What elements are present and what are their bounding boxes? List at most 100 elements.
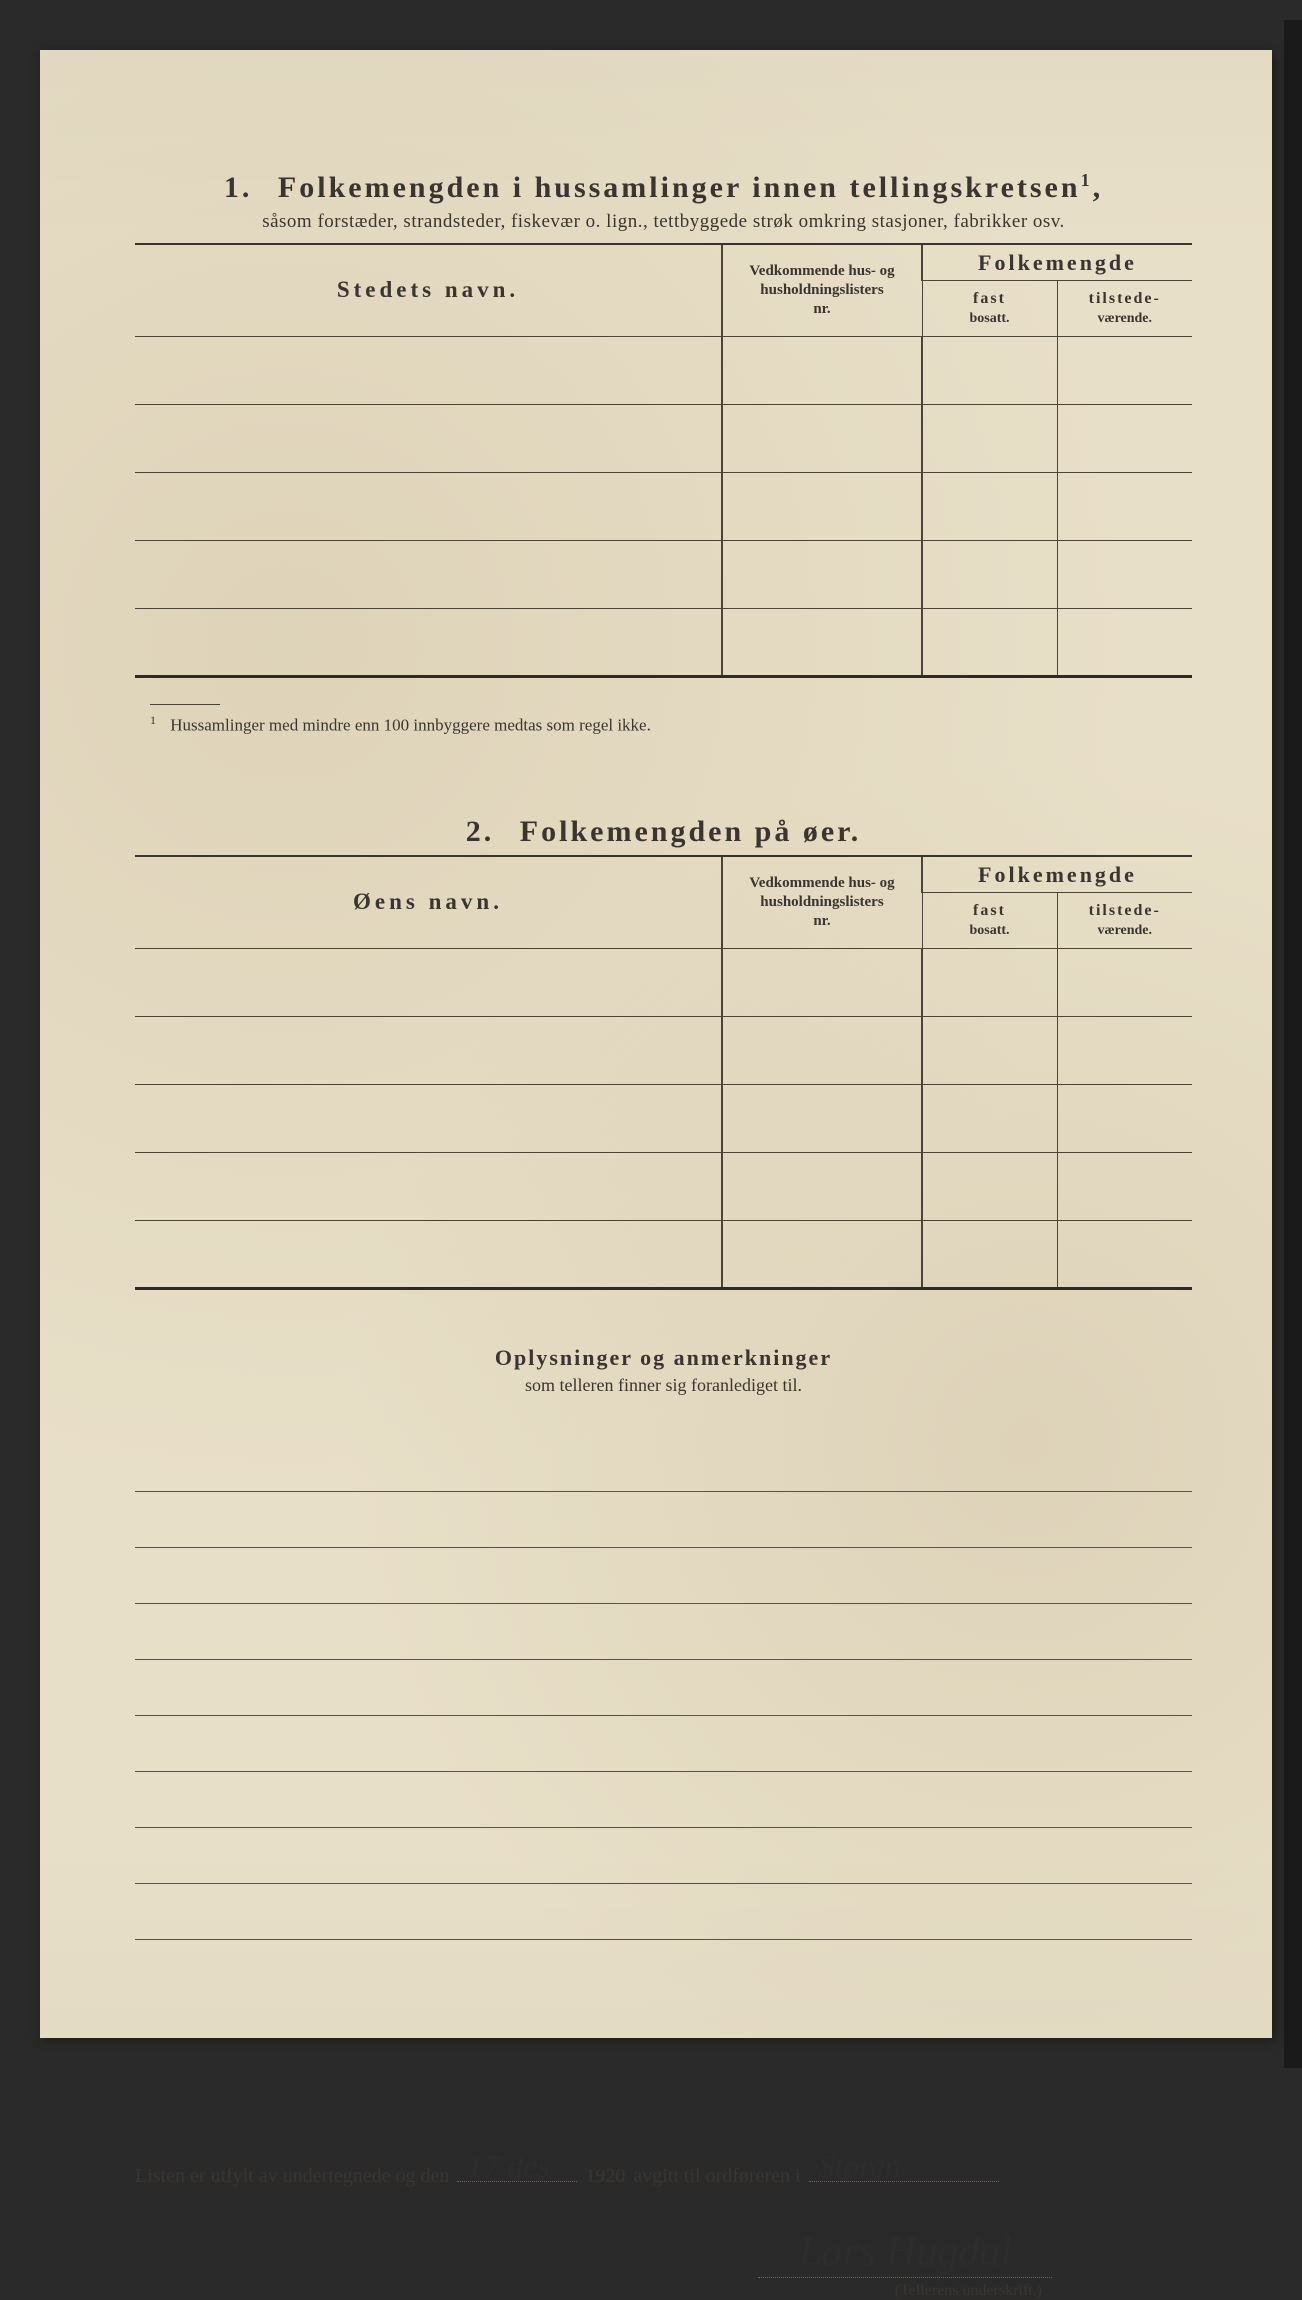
table-cell bbox=[722, 1220, 922, 1288]
remarks-line bbox=[135, 1772, 1192, 1828]
sig-pre: Listen er utfylt av undertegnede og den bbox=[135, 2165, 449, 2188]
table-row bbox=[135, 948, 1192, 1016]
remarks-line bbox=[135, 1828, 1192, 1884]
table-cell bbox=[135, 404, 722, 472]
s2-col-til: tilstede- værende. bbox=[1057, 893, 1192, 948]
table-cell bbox=[722, 608, 922, 676]
table-cell bbox=[722, 1084, 922, 1152]
table-cell bbox=[922, 948, 1057, 1016]
remarks-title: Oplysninger og anmerkninger bbox=[135, 1345, 1192, 1371]
sig-name-hand: Lars Hugdal bbox=[758, 2229, 1052, 2278]
table-row bbox=[135, 540, 1192, 608]
table-cell bbox=[922, 1016, 1057, 1084]
table-cell bbox=[722, 1152, 922, 1220]
sig-year: 1920 bbox=[585, 2165, 625, 2188]
section2-table: Øens navn. Vedkommende hus- og husholdni… bbox=[135, 855, 1192, 1290]
table-row bbox=[135, 1220, 1192, 1288]
table-cell bbox=[922, 472, 1057, 540]
table-cell bbox=[722, 336, 922, 404]
section1-title-sup: 1 bbox=[1081, 170, 1093, 190]
signature-caption: (Tellerens underskrift.) bbox=[135, 2282, 1192, 2300]
s1-col-folke: Folkemengde bbox=[922, 244, 1192, 281]
table-cell bbox=[722, 948, 922, 1016]
section1-title-text: Folkemengden i hussamlinger innen tellin… bbox=[278, 171, 1081, 204]
remarks-subtitle: som telleren finner sig foranlediget til… bbox=[135, 1375, 1192, 1396]
footnote-mark: 1 bbox=[150, 713, 156, 727]
table-cell bbox=[135, 948, 722, 1016]
table-cell bbox=[1057, 1220, 1192, 1288]
table-cell bbox=[1057, 336, 1192, 404]
table-cell bbox=[1057, 1084, 1192, 1152]
section2-heading: 2. Folkemengden på øer. bbox=[135, 815, 1192, 849]
table-row bbox=[135, 1084, 1192, 1152]
table-cell bbox=[922, 1084, 1057, 1152]
section1-heading: 1. Folkemengden i hussamlinger innen tel… bbox=[135, 170, 1192, 233]
s1-col-fast: fast bosatt. bbox=[922, 281, 1057, 336]
table-cell bbox=[135, 540, 722, 608]
scan-right-edge bbox=[1284, 20, 1302, 2068]
table-cell bbox=[922, 608, 1057, 676]
remarks-line bbox=[135, 1604, 1192, 1660]
sig-place-blank: Støren bbox=[809, 2160, 999, 2182]
table-cell bbox=[922, 1152, 1057, 1220]
section1-table: Stedets navn. Vedkommende hus- og hushol… bbox=[135, 243, 1192, 678]
table-cell bbox=[922, 336, 1057, 404]
table-row bbox=[135, 404, 1192, 472]
table-cell bbox=[722, 1016, 922, 1084]
table-cell bbox=[135, 1220, 722, 1288]
table-row bbox=[135, 472, 1192, 540]
section1-number: 1. bbox=[224, 171, 253, 204]
table-cell bbox=[135, 472, 722, 540]
scan-page: 1. Folkemengden i hussamlinger innen tel… bbox=[0, 20, 1302, 2068]
s2-col-name: Øens navn. bbox=[135, 856, 722, 948]
table-cell bbox=[922, 404, 1057, 472]
sig-date-blank: 17 des bbox=[457, 2160, 577, 2182]
remarks-line bbox=[135, 1716, 1192, 1772]
table-cell bbox=[922, 540, 1057, 608]
table-cell bbox=[722, 472, 922, 540]
section2-title-text: Folkemengden på øer. bbox=[520, 815, 861, 848]
table-cell bbox=[1057, 540, 1192, 608]
remarks-line bbox=[135, 1548, 1192, 1604]
table-cell bbox=[135, 336, 722, 404]
table-cell bbox=[1057, 948, 1192, 1016]
table-cell bbox=[135, 1016, 722, 1084]
section2-number: 2. bbox=[466, 815, 495, 848]
table-cell bbox=[135, 1084, 722, 1152]
table-row bbox=[135, 608, 1192, 676]
remarks-line bbox=[135, 1660, 1192, 1716]
table-cell bbox=[722, 540, 922, 608]
table-cell bbox=[1057, 608, 1192, 676]
table-cell bbox=[1057, 472, 1192, 540]
s2-col-fast: fast bosatt. bbox=[922, 893, 1057, 948]
remarks-line bbox=[135, 1436, 1192, 1492]
s2-col-folke: Folkemengde bbox=[922, 856, 1192, 893]
table-cell bbox=[722, 404, 922, 472]
section1-subtitle: såsom forstæder, strandsteder, fiskevær … bbox=[135, 211, 1192, 233]
sig-mid: avgitt til ordføreren i bbox=[633, 2165, 800, 2188]
table-row bbox=[135, 336, 1192, 404]
sig-place-hand: Støren bbox=[819, 2148, 901, 2185]
table-row bbox=[135, 1016, 1192, 1084]
s1-col-til: tilstede- værende. bbox=[1057, 281, 1192, 336]
remarks-line bbox=[135, 1492, 1192, 1548]
section1-footnote: 1 Hussamlinger med mindre enn 100 innbyg… bbox=[150, 713, 1192, 736]
table-cell bbox=[1057, 404, 1192, 472]
table-row bbox=[135, 1152, 1192, 1220]
table-cell bbox=[135, 1152, 722, 1220]
footnote-rule bbox=[150, 704, 220, 705]
s1-col-name: Stedets navn. bbox=[135, 244, 722, 336]
section1-title: 1. Folkemengden i hussamlinger innen tel… bbox=[135, 170, 1192, 205]
signature-block: Listen er utfylt av undertegnede og den … bbox=[135, 2160, 1192, 2300]
paper-sheet: 1. Folkemengden i hussamlinger innen tel… bbox=[40, 50, 1272, 2038]
table-cell bbox=[135, 608, 722, 676]
signature-line: Listen er utfylt av undertegnede og den … bbox=[135, 2160, 1192, 2188]
remarks-heading: Oplysninger og anmerkninger som telleren… bbox=[135, 1345, 1192, 1396]
table-cell bbox=[1057, 1152, 1192, 1220]
footnote-text: Hussamlinger med mindre enn 100 innbygge… bbox=[170, 715, 651, 734]
s1-col-vedk: Vedkommende hus- og husholdningslisters … bbox=[722, 244, 922, 336]
remarks-lines bbox=[135, 1436, 1192, 1940]
table-cell bbox=[1057, 1016, 1192, 1084]
sig-date-hand: 17 des bbox=[467, 2148, 550, 2185]
s2-col-vedk: Vedkommende hus- og husholdningslisters … bbox=[722, 856, 922, 948]
